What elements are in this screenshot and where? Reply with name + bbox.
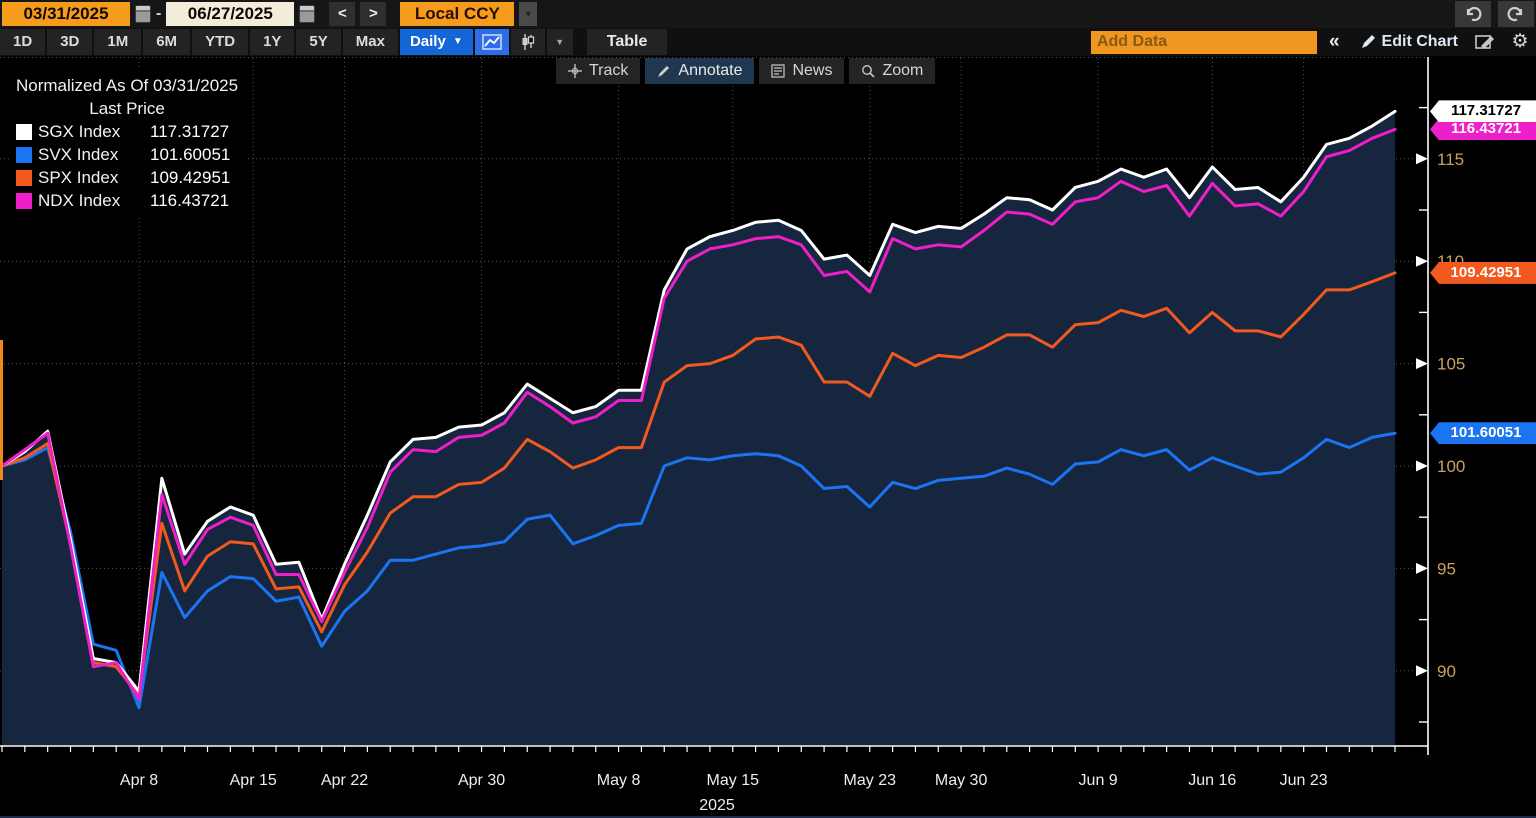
next-range-button[interactable]: >: [360, 2, 387, 26]
legend-swatch-spx: [16, 169, 32, 186]
svg-text:Apr 22: Apr 22: [321, 772, 368, 789]
frequency-label: Daily: [409, 33, 446, 50]
edit-chart-button[interactable]: Edit Chart: [1352, 29, 1466, 55]
svg-text:May 15: May 15: [707, 772, 760, 789]
svg-text:2025: 2025: [699, 797, 735, 814]
last-price-badge: 117.31727: [1430, 100, 1536, 123]
legend-item-spx[interactable]: SPX Index 109.42951: [16, 166, 238, 189]
period-button-1m[interactable]: 1M: [94, 29, 142, 55]
period-button-5y[interactable]: 5Y: [296, 29, 341, 55]
legend-swatch-svx: [16, 146, 32, 163]
window-bottom-edge: [0, 816, 1536, 818]
legend-subtitle: Last Price: [89, 99, 165, 118]
annotate-pencil-icon: [658, 66, 670, 77]
last-price-badge: 109.42951: [1430, 261, 1536, 284]
legend-item-ndx[interactable]: NDX Index 116.43721: [16, 189, 238, 212]
edit-chart-label: Edit Chart: [1381, 33, 1458, 50]
period-button-1y[interactable]: 1Y: [250, 29, 295, 55]
period-button-max[interactable]: Max: [342, 29, 398, 55]
frequency-caret-icon: ▼: [452, 36, 463, 47]
period-button-ytd[interactable]: YTD: [192, 29, 249, 55]
calendar-icon[interactable]: [299, 5, 316, 23]
svg-text:Jun 16: Jun 16: [1188, 772, 1236, 789]
track-label: Track: [589, 62, 629, 79]
legend-swatch-sgx: [16, 123, 32, 140]
period-toolbar: 1D 3D 1M 6M YTD 1Y 5Y Max Daily ▼ ▼: [0, 28, 1536, 56]
add-data-input[interactable]: [1090, 30, 1317, 54]
settings-gear-icon[interactable]: ⚙: [1511, 31, 1529, 52]
undo-button[interactable]: [1455, 1, 1491, 27]
legend-value: 116.43721: [150, 191, 230, 210]
svg-text:105: 105: [1437, 355, 1465, 374]
legend-item-sgx[interactable]: SGX Index 117.31727: [16, 120, 238, 143]
track-crosshair-icon: [568, 64, 582, 78]
start-date-input[interactable]: 03/31/2025: [2, 2, 130, 26]
prev-range-button[interactable]: <: [329, 2, 356, 26]
svg-text:90: 90: [1437, 662, 1456, 681]
last-price-badge: 101.60051: [1430, 422, 1536, 445]
svg-text:Apr 15: Apr 15: [230, 772, 277, 789]
period-button-6m[interactable]: 6M: [143, 29, 191, 55]
legend-label: SGX Index: [38, 122, 121, 141]
redo-button[interactable]: [1498, 1, 1534, 27]
currency-caret-icon[interactable]: ▼: [519, 2, 538, 26]
news-icon: [771, 64, 786, 78]
annotate-label: Annotate: [678, 62, 743, 79]
chart-tool-bar: Track Annotate News Zoom: [556, 58, 936, 84]
track-button[interactable]: Track: [556, 58, 641, 84]
date-range-dash: -: [156, 5, 162, 22]
candlestick-icon: [522, 34, 534, 50]
svg-text:115: 115: [1437, 150, 1464, 169]
legend-value: 101.60051: [150, 145, 231, 164]
svg-text:May 8: May 8: [597, 772, 641, 789]
price-chart[interactable]: Apr 8 Apr 15 Apr 22 Apr 30 May 8 May 15 May 23…: [0, 56, 1536, 818]
svg-text:Jun 9: Jun 9: [1079, 772, 1118, 789]
annotate-button[interactable]: Annotate: [645, 58, 755, 84]
period-button-3d[interactable]: 3D: [47, 29, 93, 55]
zoom-button[interactable]: Zoom: [849, 58, 936, 84]
svg-text:95: 95: [1437, 559, 1456, 578]
chart-annotation-mode-button[interactable]: [1468, 29, 1502, 55]
period-button-1d[interactable]: 1D: [0, 29, 46, 55]
legend-item-svx[interactable]: SVX Index 101.60051: [16, 143, 238, 166]
candlestick-chart-type-button[interactable]: [510, 29, 545, 55]
svg-text:Jun 23: Jun 23: [1280, 772, 1328, 789]
legend-label: NDX Index: [38, 191, 121, 210]
date-toolbar: 03/31/2025 - 06/27/2025 < > Local CCY ▼: [0, 0, 1536, 28]
svg-text:100: 100: [1437, 457, 1465, 476]
line-chart-type-button[interactable]: [474, 29, 509, 55]
legend-swatch-ndx: [16, 192, 32, 209]
svg-text:Apr 30: Apr 30: [458, 772, 505, 789]
chart-legend: Normalized As Of 03/31/2025 Last Price S…: [10, 70, 249, 218]
zoom-magnifier-icon: [862, 65, 876, 78]
redo-icon: [1507, 6, 1523, 22]
news-label: News: [792, 62, 833, 79]
svg-text:Apr 8: Apr 8: [120, 772, 158, 789]
frequency-dropdown[interactable]: Daily ▼: [399, 29, 473, 55]
collapse-panel-button[interactable]: «: [1328, 31, 1340, 52]
svg-text:May 30: May 30: [935, 772, 988, 789]
legend-value: 109.42951: [150, 168, 231, 187]
legend-value: 117.31727: [150, 122, 230, 141]
table-button[interactable]: Table: [586, 29, 668, 55]
chart-edit-icon: [1475, 35, 1494, 49]
svg-text:May 23: May 23: [844, 772, 897, 789]
currency-select[interactable]: Local CCY: [400, 2, 515, 26]
calendar-icon[interactable]: [135, 5, 151, 23]
zoom-label: Zoom: [882, 62, 924, 79]
chart-type-caret[interactable]: ▼: [546, 29, 573, 55]
last-price-badge: 116.43721: [1430, 118, 1536, 141]
undo-icon: [1466, 6, 1482, 22]
legend-title: Normalized As Of 03/31/2025: [16, 76, 239, 95]
price-chart-canvas[interactable]: Apr 8 Apr 15 Apr 22 Apr 30 May 8 May 15 May 23…: [0, 56, 1536, 818]
line-chart-icon: [482, 34, 502, 50]
legend-label: SVX Index: [38, 145, 119, 164]
legend-label: SPX Index: [38, 168, 119, 187]
news-button[interactable]: News: [759, 58, 845, 84]
end-date-input[interactable]: 06/27/2025: [166, 2, 295, 26]
pencil-icon: [1361, 35, 1375, 48]
